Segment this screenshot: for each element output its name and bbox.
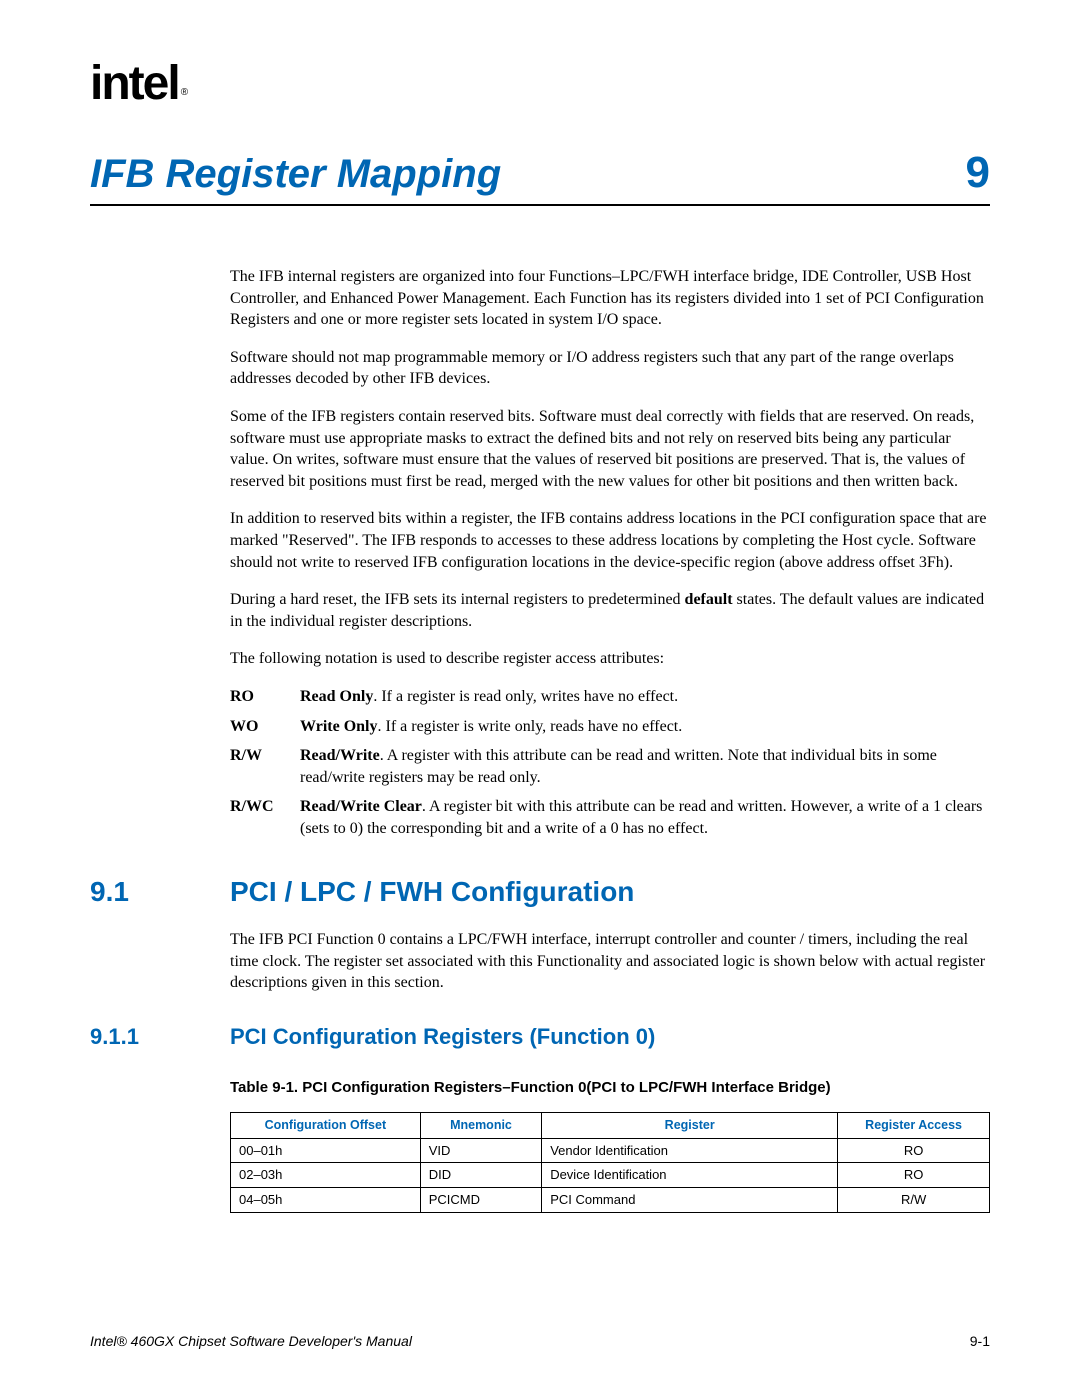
cell: Device Identification xyxy=(542,1163,838,1188)
text: During a hard reset, the IFB sets its in… xyxy=(230,591,685,608)
section-title: PCI / LPC / FWH Configuration xyxy=(230,873,634,911)
footer-title: Intel® 460GX Chipset Software Developer'… xyxy=(90,1333,412,1349)
subsection-header: 9.1.1 PCI Configuration Registers (Funct… xyxy=(90,1022,990,1052)
col-header: Register xyxy=(542,1112,838,1138)
paragraph: The IFB internal registers are organized… xyxy=(230,266,990,331)
def-value: Read/Write. A register with this attribu… xyxy=(300,745,990,788)
intel-logo: intel® xyxy=(90,60,184,108)
cell: PCICMD xyxy=(420,1187,541,1212)
cell: R/W xyxy=(838,1187,990,1212)
cell: DID xyxy=(420,1163,541,1188)
table-row: 00–01h VID Vendor Identification RO xyxy=(231,1138,990,1163)
paragraph: Software should not map programmable mem… xyxy=(230,347,990,390)
cell: RO xyxy=(838,1138,990,1163)
def-key: WO xyxy=(230,716,300,738)
def-label: Read/Write xyxy=(300,747,380,764)
def-row: WO Write Only. If a register is write on… xyxy=(230,716,990,738)
def-value: Read Only. If a register is read only, w… xyxy=(300,686,990,708)
def-label: Read Only xyxy=(300,688,373,705)
subsection-title: PCI Configuration Registers (Function 0) xyxy=(230,1022,655,1052)
def-text: . If a register is write only, reads hav… xyxy=(377,718,682,735)
def-text: . A register with this attribute can be … xyxy=(300,747,937,786)
cell: 04–05h xyxy=(231,1187,421,1212)
col-header: Register Access xyxy=(838,1112,990,1138)
paragraph: Some of the IFB registers contain reserv… xyxy=(230,406,990,492)
cell: 02–03h xyxy=(231,1163,421,1188)
def-row: RO Read Only. If a register is read only… xyxy=(230,686,990,708)
paragraph: The following notation is used to descri… xyxy=(230,648,990,670)
cell: VID xyxy=(420,1138,541,1163)
table-row: 04–05h PCICMD PCI Command R/W xyxy=(231,1187,990,1212)
def-row: R/WC Read/Write Clear. A register bit wi… xyxy=(230,796,990,839)
section-number: 9.1 xyxy=(90,873,230,911)
paragraph: The IFB PCI Function 0 contains a LPC/FW… xyxy=(230,929,990,994)
chapter-header: IFB Register Mapping 9 xyxy=(90,148,990,206)
page-number: 9-1 xyxy=(970,1333,990,1349)
page-footer: Intel® 460GX Chipset Software Developer'… xyxy=(90,1333,990,1349)
cell: 00–01h xyxy=(231,1138,421,1163)
section-header: 9.1 PCI / LPC / FWH Configuration xyxy=(90,873,990,911)
paragraph: In addition to reserved bits within a re… xyxy=(230,508,990,573)
chapter-title: IFB Register Mapping xyxy=(90,152,501,197)
def-row: R/W Read/Write. A register with this att… xyxy=(230,745,990,788)
def-value: Read/Write Clear. A register bit with th… xyxy=(300,796,990,839)
col-header: Mnemonic xyxy=(420,1112,541,1138)
page: intel® IFB Register Mapping 9 The IFB in… xyxy=(0,0,1080,1397)
pci-config-table: Configuration Offset Mnemonic Register R… xyxy=(230,1112,990,1213)
def-label: Read/Write Clear xyxy=(300,798,422,815)
table-row: 02–03h DID Device Identification RO xyxy=(231,1163,990,1188)
def-label: Write Only xyxy=(300,718,377,735)
chapter-number: 9 xyxy=(966,148,990,198)
table-header-row: Configuration Offset Mnemonic Register R… xyxy=(231,1112,990,1138)
table-caption: Table 9-1. PCI Configuration Registers–F… xyxy=(230,1078,990,1098)
def-key: R/W xyxy=(230,745,300,788)
def-key: RO xyxy=(230,686,300,708)
col-header: Configuration Offset xyxy=(231,1112,421,1138)
paragraph: During a hard reset, the IFB sets its in… xyxy=(230,589,990,632)
cell: Vendor Identification xyxy=(542,1138,838,1163)
def-key: R/WC xyxy=(230,796,300,839)
cell: PCI Command xyxy=(542,1187,838,1212)
bold-text: default xyxy=(685,591,733,608)
def-value: Write Only. If a register is write only,… xyxy=(300,716,990,738)
access-attributes-list: RO Read Only. If a register is read only… xyxy=(230,686,990,840)
cell: RO xyxy=(838,1163,990,1188)
def-text: . If a register is read only, writes hav… xyxy=(373,688,678,705)
subsection-number: 9.1.1 xyxy=(90,1022,230,1052)
content-body: The IFB internal registers are organized… xyxy=(230,266,990,1213)
